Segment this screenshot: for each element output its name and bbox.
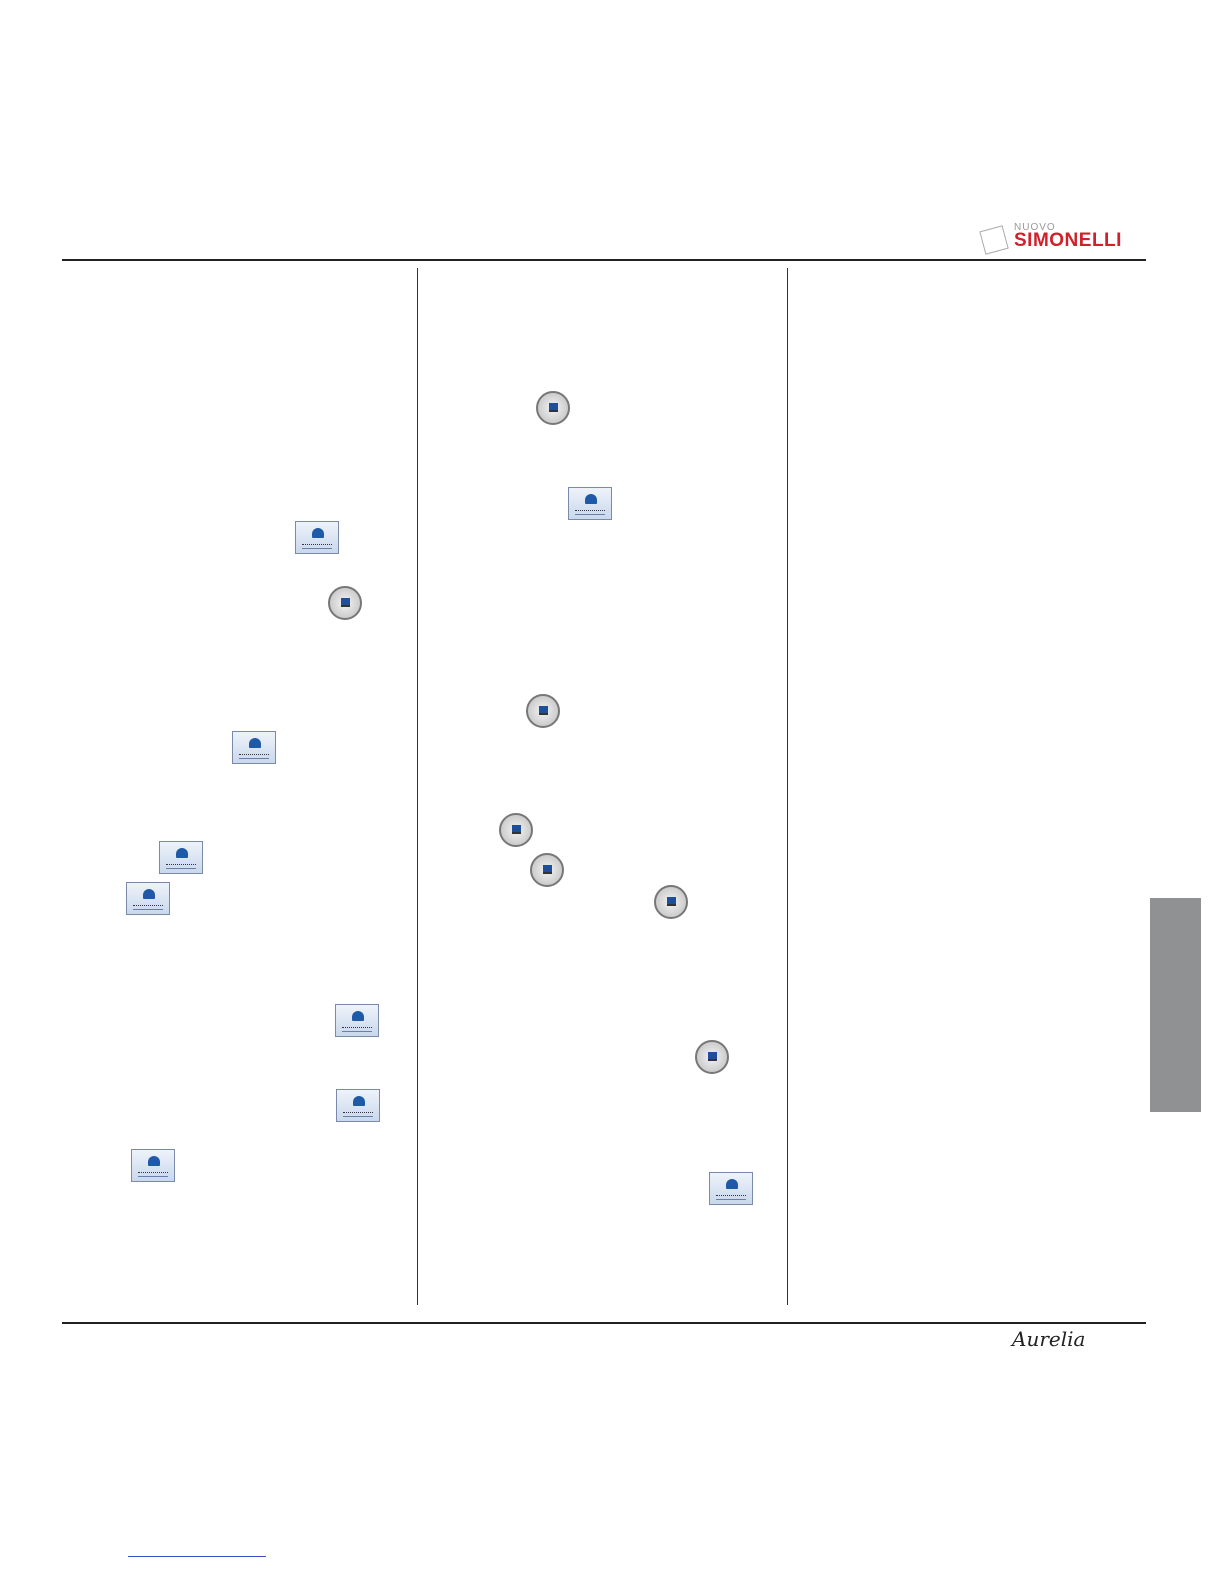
display-button-icon [295,521,339,554]
display-button-icon [232,731,276,764]
logo-brand-text: SIMONELLI [1014,230,1122,251]
cup-button-icon [654,885,688,919]
cup-button-icon [328,586,362,620]
column-divider [787,268,788,1305]
display-button-icon [568,487,612,520]
aurelia-signature: Aurelia [1012,1327,1086,1351]
display-button-icon [335,1004,379,1037]
logo-small-text: NUOVO [1014,222,1056,233]
display-button-icon [126,882,170,915]
display-button-icon [131,1149,175,1182]
cup-button-icon [526,694,560,728]
display-button-icon [336,1089,380,1122]
logo-mark-icon [979,225,1009,255]
column-divider [417,268,418,1305]
link-underline[interactable] [128,1556,266,1557]
section-tab [1150,898,1201,1112]
header-divider [62,259,1146,261]
cup-button-icon [530,853,564,887]
display-button-icon [159,841,203,874]
cup-button-icon [536,391,570,425]
footer-divider [62,1322,1146,1324]
cup-button-icon [695,1040,729,1074]
display-button-icon [709,1172,753,1205]
simonelli-logo: NUOVO SIMONELLI [979,222,1150,256]
cup-button-icon [499,813,533,847]
